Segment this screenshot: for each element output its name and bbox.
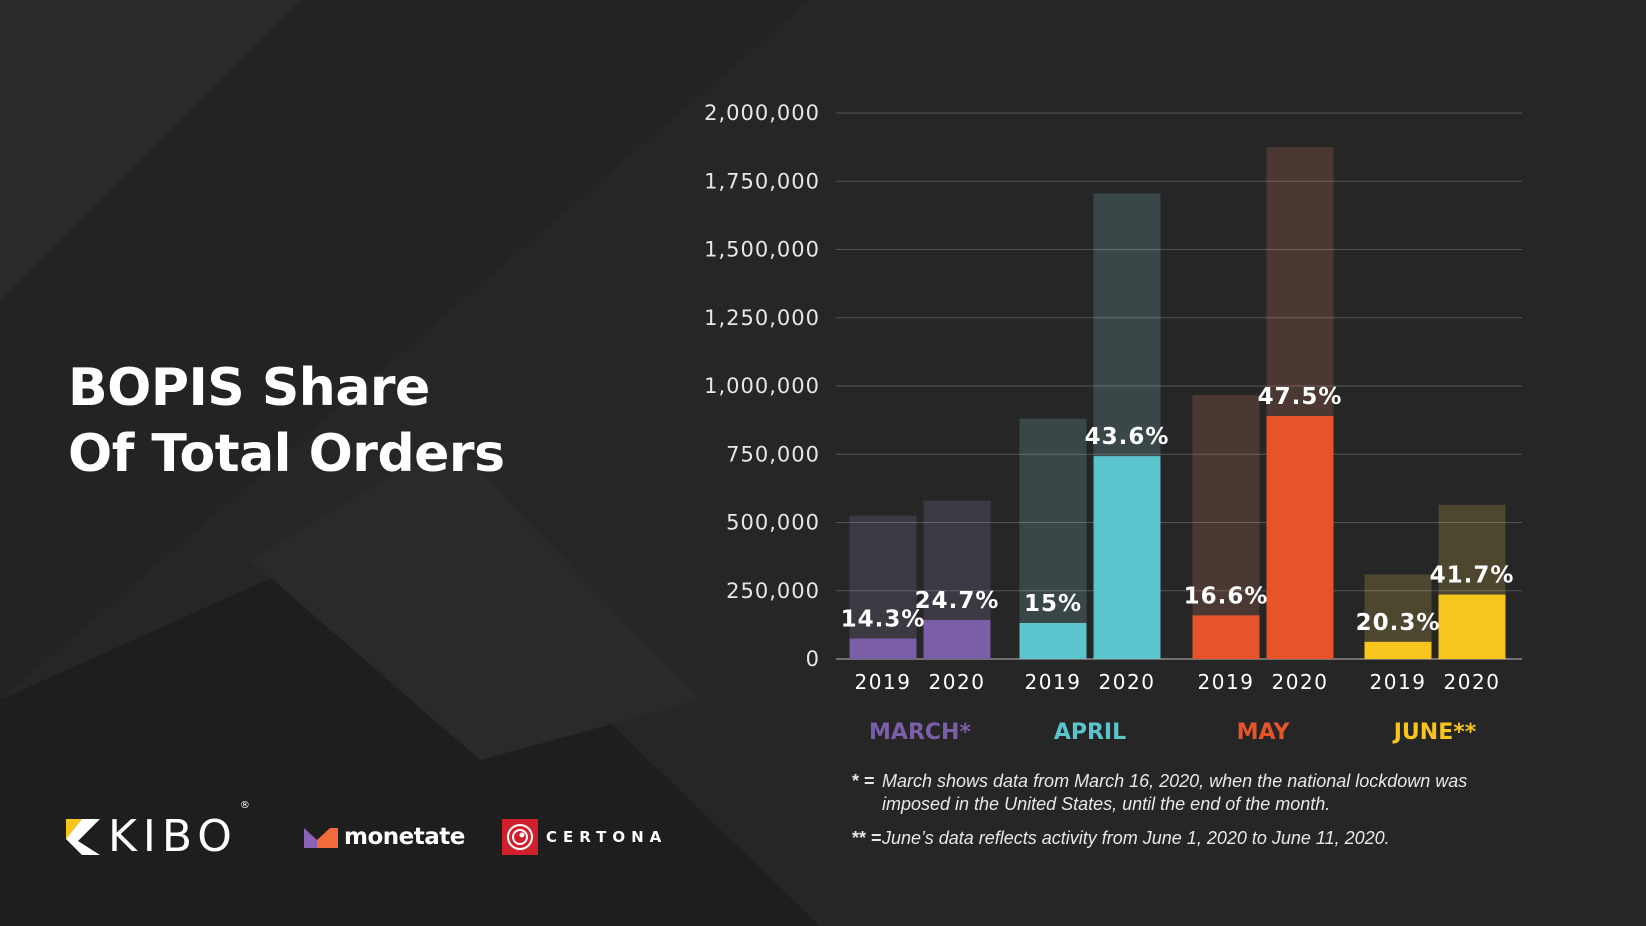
x-tick-label: 2020 [1272,670,1329,694]
bopis-orders-bar [1093,456,1161,659]
total-orders-bar [849,515,917,659]
total-orders-bar [1019,418,1087,659]
y-tick-label: 250,000 [726,579,820,603]
y-tick-label: 1,750,000 [704,169,820,193]
total-orders-bar [1192,395,1260,659]
x-tick-label: 2020 [929,670,986,694]
x-tick-label: 2019 [1025,670,1082,694]
bopis-orders-bar [923,619,991,659]
bopis-share-label: 14.3% [841,607,926,633]
footnote-mark: * = [852,771,875,791]
bopis-share-label: 24.7% [915,588,1000,614]
certona-mark-icon [502,819,538,855]
certona-wordmark: CERTONA [546,828,668,846]
footnote-text: June’s data reflects activity from June … [882,828,1390,848]
footnote-june: ** = June’s data reflects activity from … [852,827,1492,850]
bars [849,147,1506,659]
bopis-orders-bar [1364,641,1432,659]
kibo-wordmark: KIBO® [108,801,256,859]
y-tick-label: 1,250,000 [704,306,820,330]
month-label: APRIL [1054,720,1126,745]
kibo-wordmark-text: KIBO [108,811,238,862]
bopis-share-label: 20.3% [1356,610,1441,636]
bar-labels: 14.3%24.7% 15% 43.6% 16.6% 47.5% 20.3% 41.7% [841,384,1515,636]
bopis-share-label: 43.6% [1085,424,1170,450]
footnotes: * = March shows data from March 16, 2020… [852,770,1492,861]
total-orders-bar-overlay [1192,395,1260,659]
month-label: MAY [1237,720,1291,745]
certona-logo: CERTONA [502,812,667,862]
y-tick-label: 1,000,000 [704,374,820,398]
x-tick-label: 2019 [1370,670,1427,694]
bopis-share-label: 47.5% [1258,384,1343,410]
bopis-share-label: 15% [1024,591,1082,617]
bopis-share-label: 16.6% [1184,583,1269,609]
x-tick-label: 2019 [855,670,912,694]
bopis-orders-bar [1192,615,1260,659]
footnote-text: March shows data from March 16, 2020, wh… [882,771,1468,814]
page-title-line-2: Of Total Orders [68,424,505,484]
x-tick-label: 2019 [1198,670,1255,694]
monetate-mark-icon [304,828,338,848]
kibo-mark-icon [66,819,100,855]
bopis-share-label: 41.7% [1430,563,1515,589]
page-title: BOPIS Share Of Total Orders [68,355,505,487]
kibo-logo: KIBO® [66,801,256,862]
month-label: JUNE** [1392,720,1477,745]
total-orders-bar-overlay [849,515,917,659]
y-tick-label: 500,000 [726,511,820,535]
bopis-orders-bar [1438,594,1506,659]
y-tick-label: 1,500,000 [704,238,820,262]
y-tick-label: 2,000,000 [704,101,820,125]
x-tick-label: 2020 [1444,670,1501,694]
footnote-mark: ** = [852,828,882,848]
x-axis-ticks: 2019 2020 2019 2020 2019 2020 2019 2020 [855,670,1501,694]
monetate-wordmark: monetate [344,824,465,850]
monetate-logo: monetate [304,812,465,862]
bopis-orders-bar [1266,416,1334,659]
footnote-march: * = March shows data from March 16, 2020… [852,770,1492,816]
bopis-orders-bar [1019,622,1087,659]
registered-mark: ® [239,800,256,811]
total-orders-bar-overlay [1019,418,1087,659]
month-label: MARCH* [869,720,971,745]
bopis-orders-bar [849,638,917,659]
page-title-line-1: BOPIS Share [68,358,430,418]
y-tick-label: 0 [806,647,820,671]
x-tick-label: 2020 [1099,670,1156,694]
y-axis-ticks: 0 250,000 500,000 750,000 1,000,000 1,250,000… [704,101,820,671]
month-labels: MARCH* APRIL MAY JUNE** [869,720,1477,745]
y-tick-label: 750,000 [726,442,820,466]
